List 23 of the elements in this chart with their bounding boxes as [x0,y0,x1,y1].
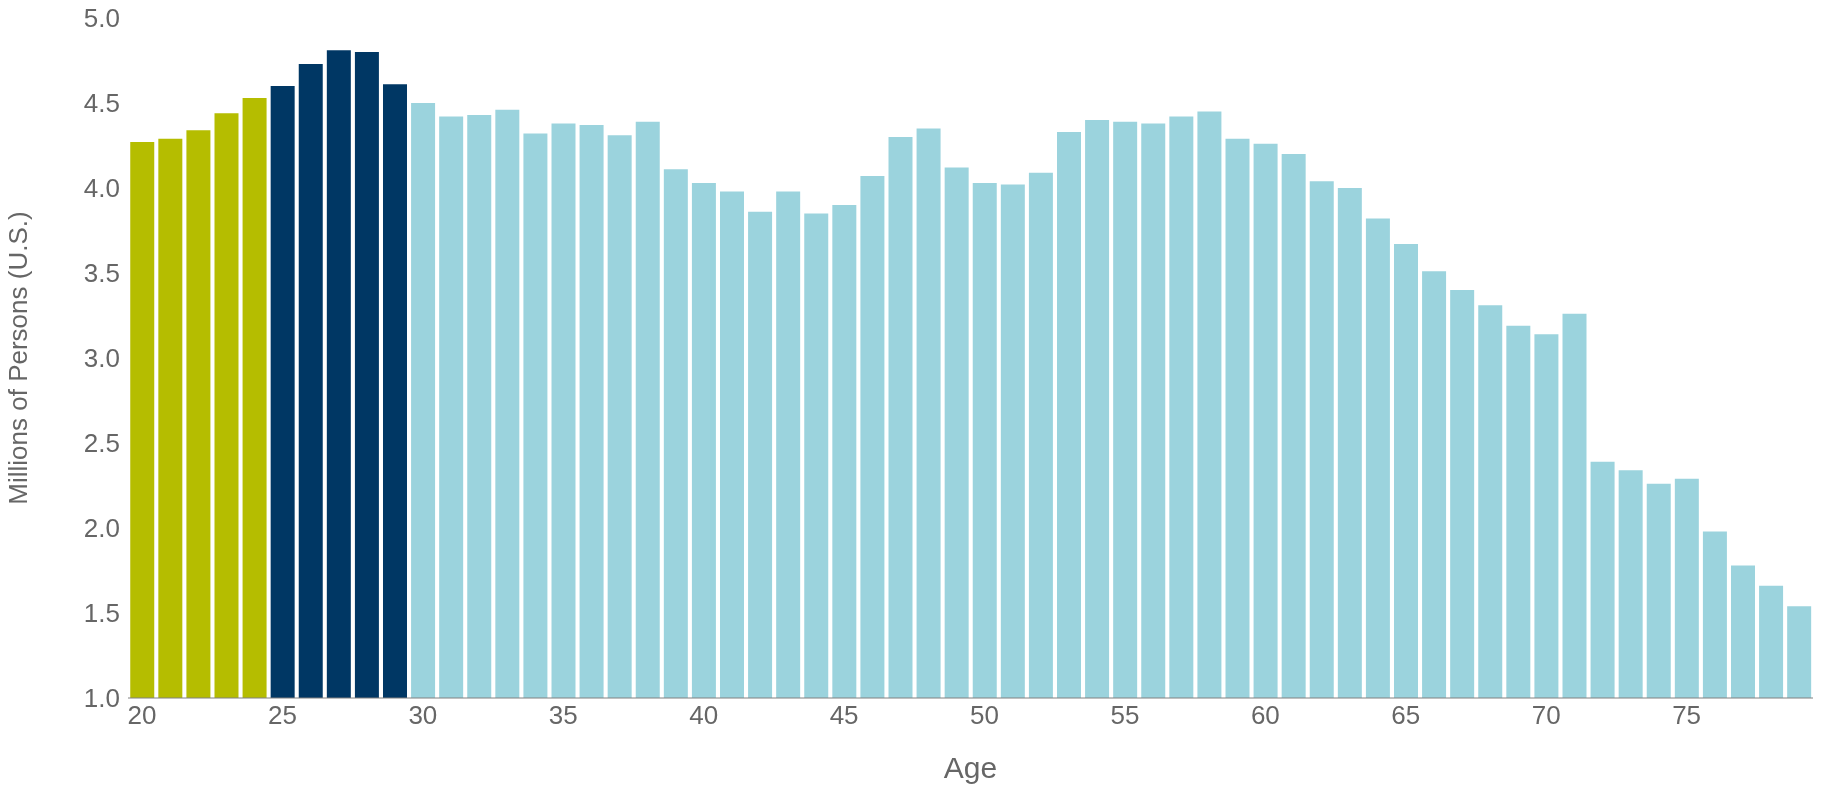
x-tick-label: 35 [548,700,578,731]
y-tick-label: 3.0 [83,343,120,374]
x-tick-label: 75 [1672,700,1702,731]
y-tick-label: 4.5 [83,88,120,119]
y-tick-label: 2.5 [83,428,120,459]
x-tick-label: 30 [408,700,438,731]
y-tick-label: 4.0 [83,173,120,204]
y-tick-label: 5.0 [83,3,120,34]
x-tick-label: 50 [970,700,999,731]
x-tick-label: 65 [1391,700,1421,731]
x-tick-label: 25 [268,700,297,731]
x-axis-title: Age [943,751,998,784]
y-axis-title: Millions of Persons (U.S.) [3,211,34,505]
x-tick-label: 45 [829,700,859,731]
x-tick-label: 20 [127,700,157,731]
x-tick-label: 70 [1531,700,1561,731]
y-tick-label: 3.5 [83,258,120,289]
x-tick-label: 60 [1250,700,1280,731]
y-tick-label: 1.5 [83,598,120,629]
x-tick-label: 40 [689,700,719,731]
y-tick-label: 1.0 [83,683,120,714]
y-tick-label: 2.0 [83,513,120,544]
x-tick-label: 55 [1110,700,1140,731]
